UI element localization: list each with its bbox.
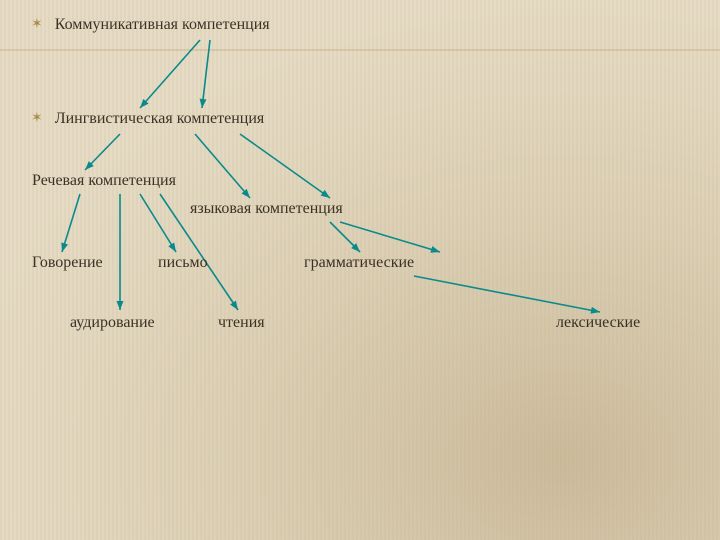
text-layer: ✶ Коммуникативная компетенция ✶ Лингвист…: [0, 0, 720, 540]
node-linguistic-label: Лингвистическая компетенция: [55, 110, 265, 128]
node-linguistic: ✶ Лингвистическая компетенция: [31, 110, 264, 128]
slide-root: ✶ Коммуникативная компетенция ✶ Лингвист…: [0, 0, 720, 540]
node-writing: письмо: [158, 254, 208, 272]
node-speaking: Говорение: [32, 254, 103, 272]
node-lexical: лексические: [556, 314, 640, 332]
node-communicative: ✶ Коммуникативная компетенция: [31, 16, 270, 34]
node-language: языковая компетенция: [190, 200, 343, 218]
bullet-icon: ✶: [31, 18, 43, 32]
node-listening: аудирование: [70, 314, 155, 332]
bullet-icon: ✶: [31, 112, 43, 126]
node-reading: чтения: [218, 314, 265, 332]
node-grammatical: грамматические: [304, 254, 414, 272]
node-speech: Речевая компетенция: [32, 172, 176, 190]
node-communicative-label: Коммуникативная компетенция: [55, 16, 270, 34]
